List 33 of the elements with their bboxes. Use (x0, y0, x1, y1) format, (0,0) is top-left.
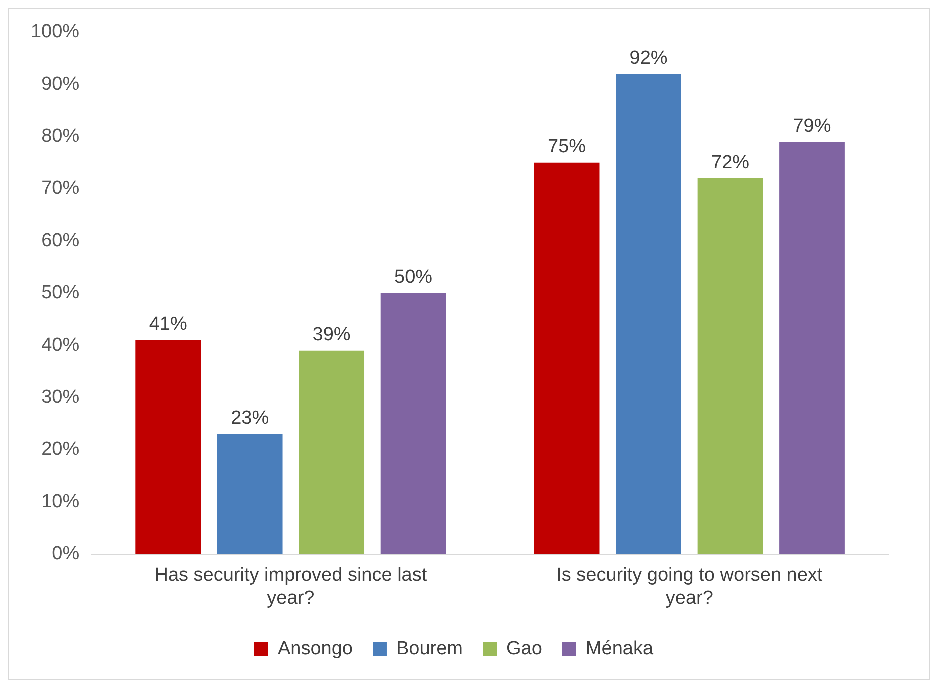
bar (780, 142, 845, 554)
bar (217, 434, 283, 554)
bar (698, 178, 764, 554)
y-tick-label: 0% (52, 544, 80, 565)
y-tick-label: 70% (42, 178, 80, 200)
data-label: 75% (548, 136, 586, 158)
data-label: 39% (312, 324, 351, 346)
y-tick-label: 100% (30, 22, 80, 43)
legend-label: Gao (506, 638, 542, 660)
legend-label: Ansongo (278, 638, 353, 660)
data-label: 23% (231, 408, 270, 430)
bar (616, 74, 682, 554)
y-tick-label: 20% (42, 439, 80, 460)
y-tick-label: 90% (42, 74, 80, 95)
bar (534, 162, 600, 554)
data-label: 92% (630, 48, 668, 69)
bar (380, 293, 446, 554)
x-tick-label: Is security going to worsen next year? (556, 565, 824, 609)
legend-label: Ménaka (586, 638, 654, 660)
y-tick-label: 40% (42, 334, 80, 356)
y-tick-label: 60% (42, 230, 80, 252)
y-tick-label: 30% (42, 387, 80, 408)
data-label: 41% (149, 314, 188, 336)
legend-label: Bourem (396, 638, 464, 660)
bar (299, 350, 365, 554)
data-label: 79% (793, 116, 832, 137)
bar (136, 340, 202, 554)
data-label: 50% (394, 267, 433, 288)
y-tick-label: 10% (42, 491, 80, 512)
data-label: 72% (712, 152, 750, 174)
y-tick-label: 50% (42, 282, 80, 304)
y-tick-label: 80% (42, 126, 80, 148)
x-tick-label: Has security improved since last year? (154, 565, 428, 609)
